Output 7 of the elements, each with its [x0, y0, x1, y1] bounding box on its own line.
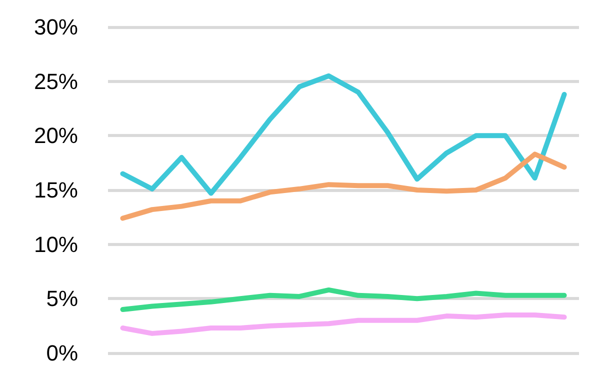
y-tick-label: 30%	[34, 14, 78, 40]
y-tick-label: 15%	[34, 178, 78, 202]
y-tick-label: 20%	[34, 123, 78, 148]
y-tick-label: 10%	[34, 232, 78, 257]
y-tick-label: 25%	[34, 68, 78, 94]
y-tick-label: 5%	[46, 286, 78, 312]
y-tick-label: 0%	[46, 340, 78, 366]
